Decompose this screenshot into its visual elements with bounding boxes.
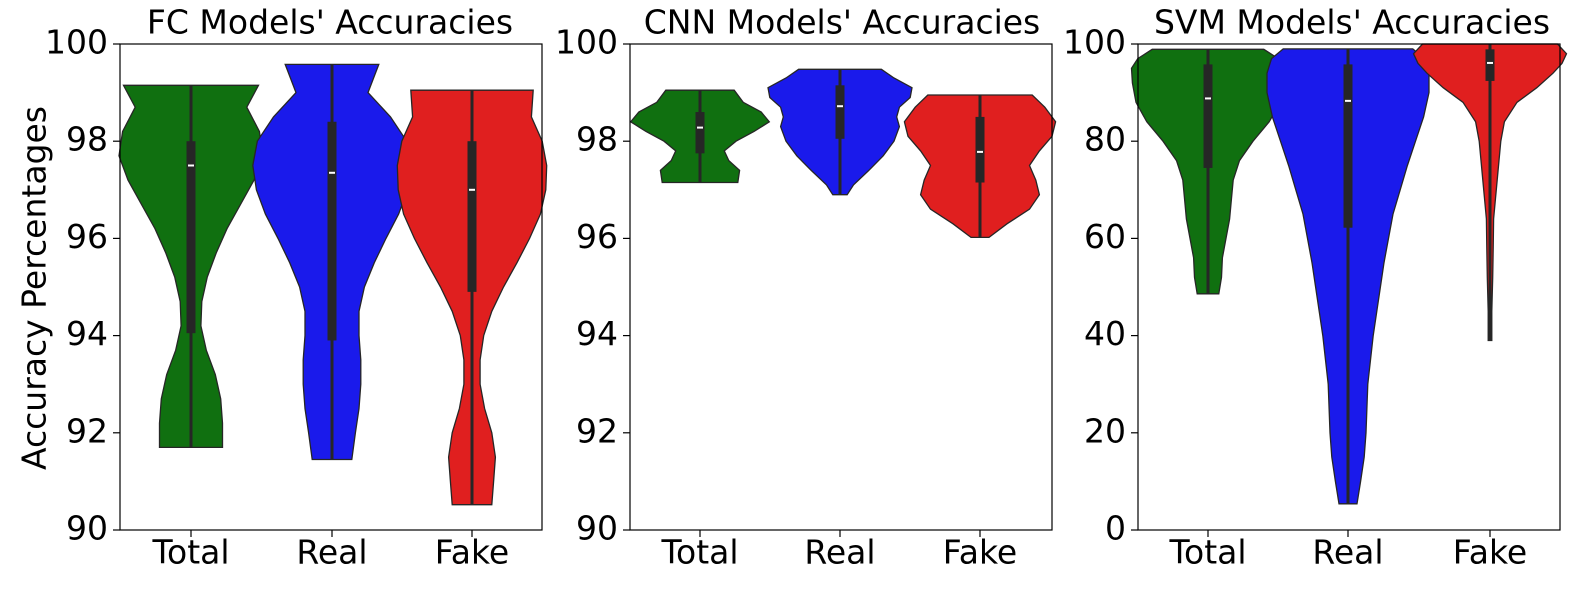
y-tick-label: 92	[576, 411, 618, 450]
panel-title: FC Models' Accuracies	[147, 3, 513, 42]
y-tick-label: 94	[66, 314, 108, 353]
iqr-box	[327, 121, 337, 341]
panel-svm: SVM Models' Accuracies 0 20 40 60 80 100 Tota…	[1063, 3, 1568, 572]
y-tick-label: 92	[66, 411, 108, 450]
y-tick-label: 0	[1105, 509, 1126, 548]
y-tick-label: 90	[66, 509, 108, 548]
iqr-box	[1343, 64, 1353, 228]
y-tick-label: 100	[45, 23, 108, 62]
y-tick-label: 96	[66, 217, 108, 256]
iqr-box	[695, 112, 705, 154]
y-tick-label: 20	[1084, 411, 1126, 450]
iqr-box	[467, 141, 477, 292]
y-tick-label: 94	[576, 314, 618, 353]
iqr-box	[975, 116, 985, 183]
y-tick-label: 90	[576, 509, 618, 548]
x-tick-label: Fake	[1453, 533, 1527, 572]
y-tick-label: 100	[1063, 23, 1126, 62]
x-tick-label: Fake	[435, 533, 509, 572]
y-tick-label: 98	[66, 120, 108, 159]
panel-cnn: CNN Models' Accuracies 90 92 94 96 98 100 Tot…	[555, 3, 1057, 572]
panel-fc: FC Models' Accuracies 90 92 94 96 98 100 Tota…	[45, 3, 548, 572]
panel-title: SVM Models' Accuracies	[1154, 3, 1550, 42]
panel-title: CNN Models' Accuracies	[644, 3, 1041, 42]
plot-frame	[1137, 43, 1561, 531]
y-tick-label: 80	[1084, 120, 1126, 159]
y-axis-label: Accuracy Percentages	[15, 106, 54, 470]
y-tick-label: 96	[576, 217, 618, 256]
x-tick-label: Total	[660, 533, 738, 572]
y-tick-label: 98	[576, 120, 618, 159]
x-tick-label: Real	[1312, 533, 1383, 572]
plot-frame	[629, 43, 1053, 531]
plot-frame	[119, 43, 543, 531]
x-tick-label: Total	[151, 533, 229, 572]
y-tick-label: 100	[555, 23, 618, 62]
iqr-box	[835, 85, 845, 139]
y-tick-label: 40	[1084, 314, 1126, 353]
x-tick-label: Real	[804, 533, 875, 572]
x-tick-label: Real	[296, 533, 367, 572]
iqr-box	[1203, 64, 1213, 168]
iqr-box	[1485, 49, 1495, 81]
iqr-box	[186, 141, 196, 334]
y-tick-label: 60	[1084, 217, 1126, 256]
x-tick-label: Total	[1168, 533, 1246, 572]
x-tick-label: Fake	[943, 533, 1017, 572]
